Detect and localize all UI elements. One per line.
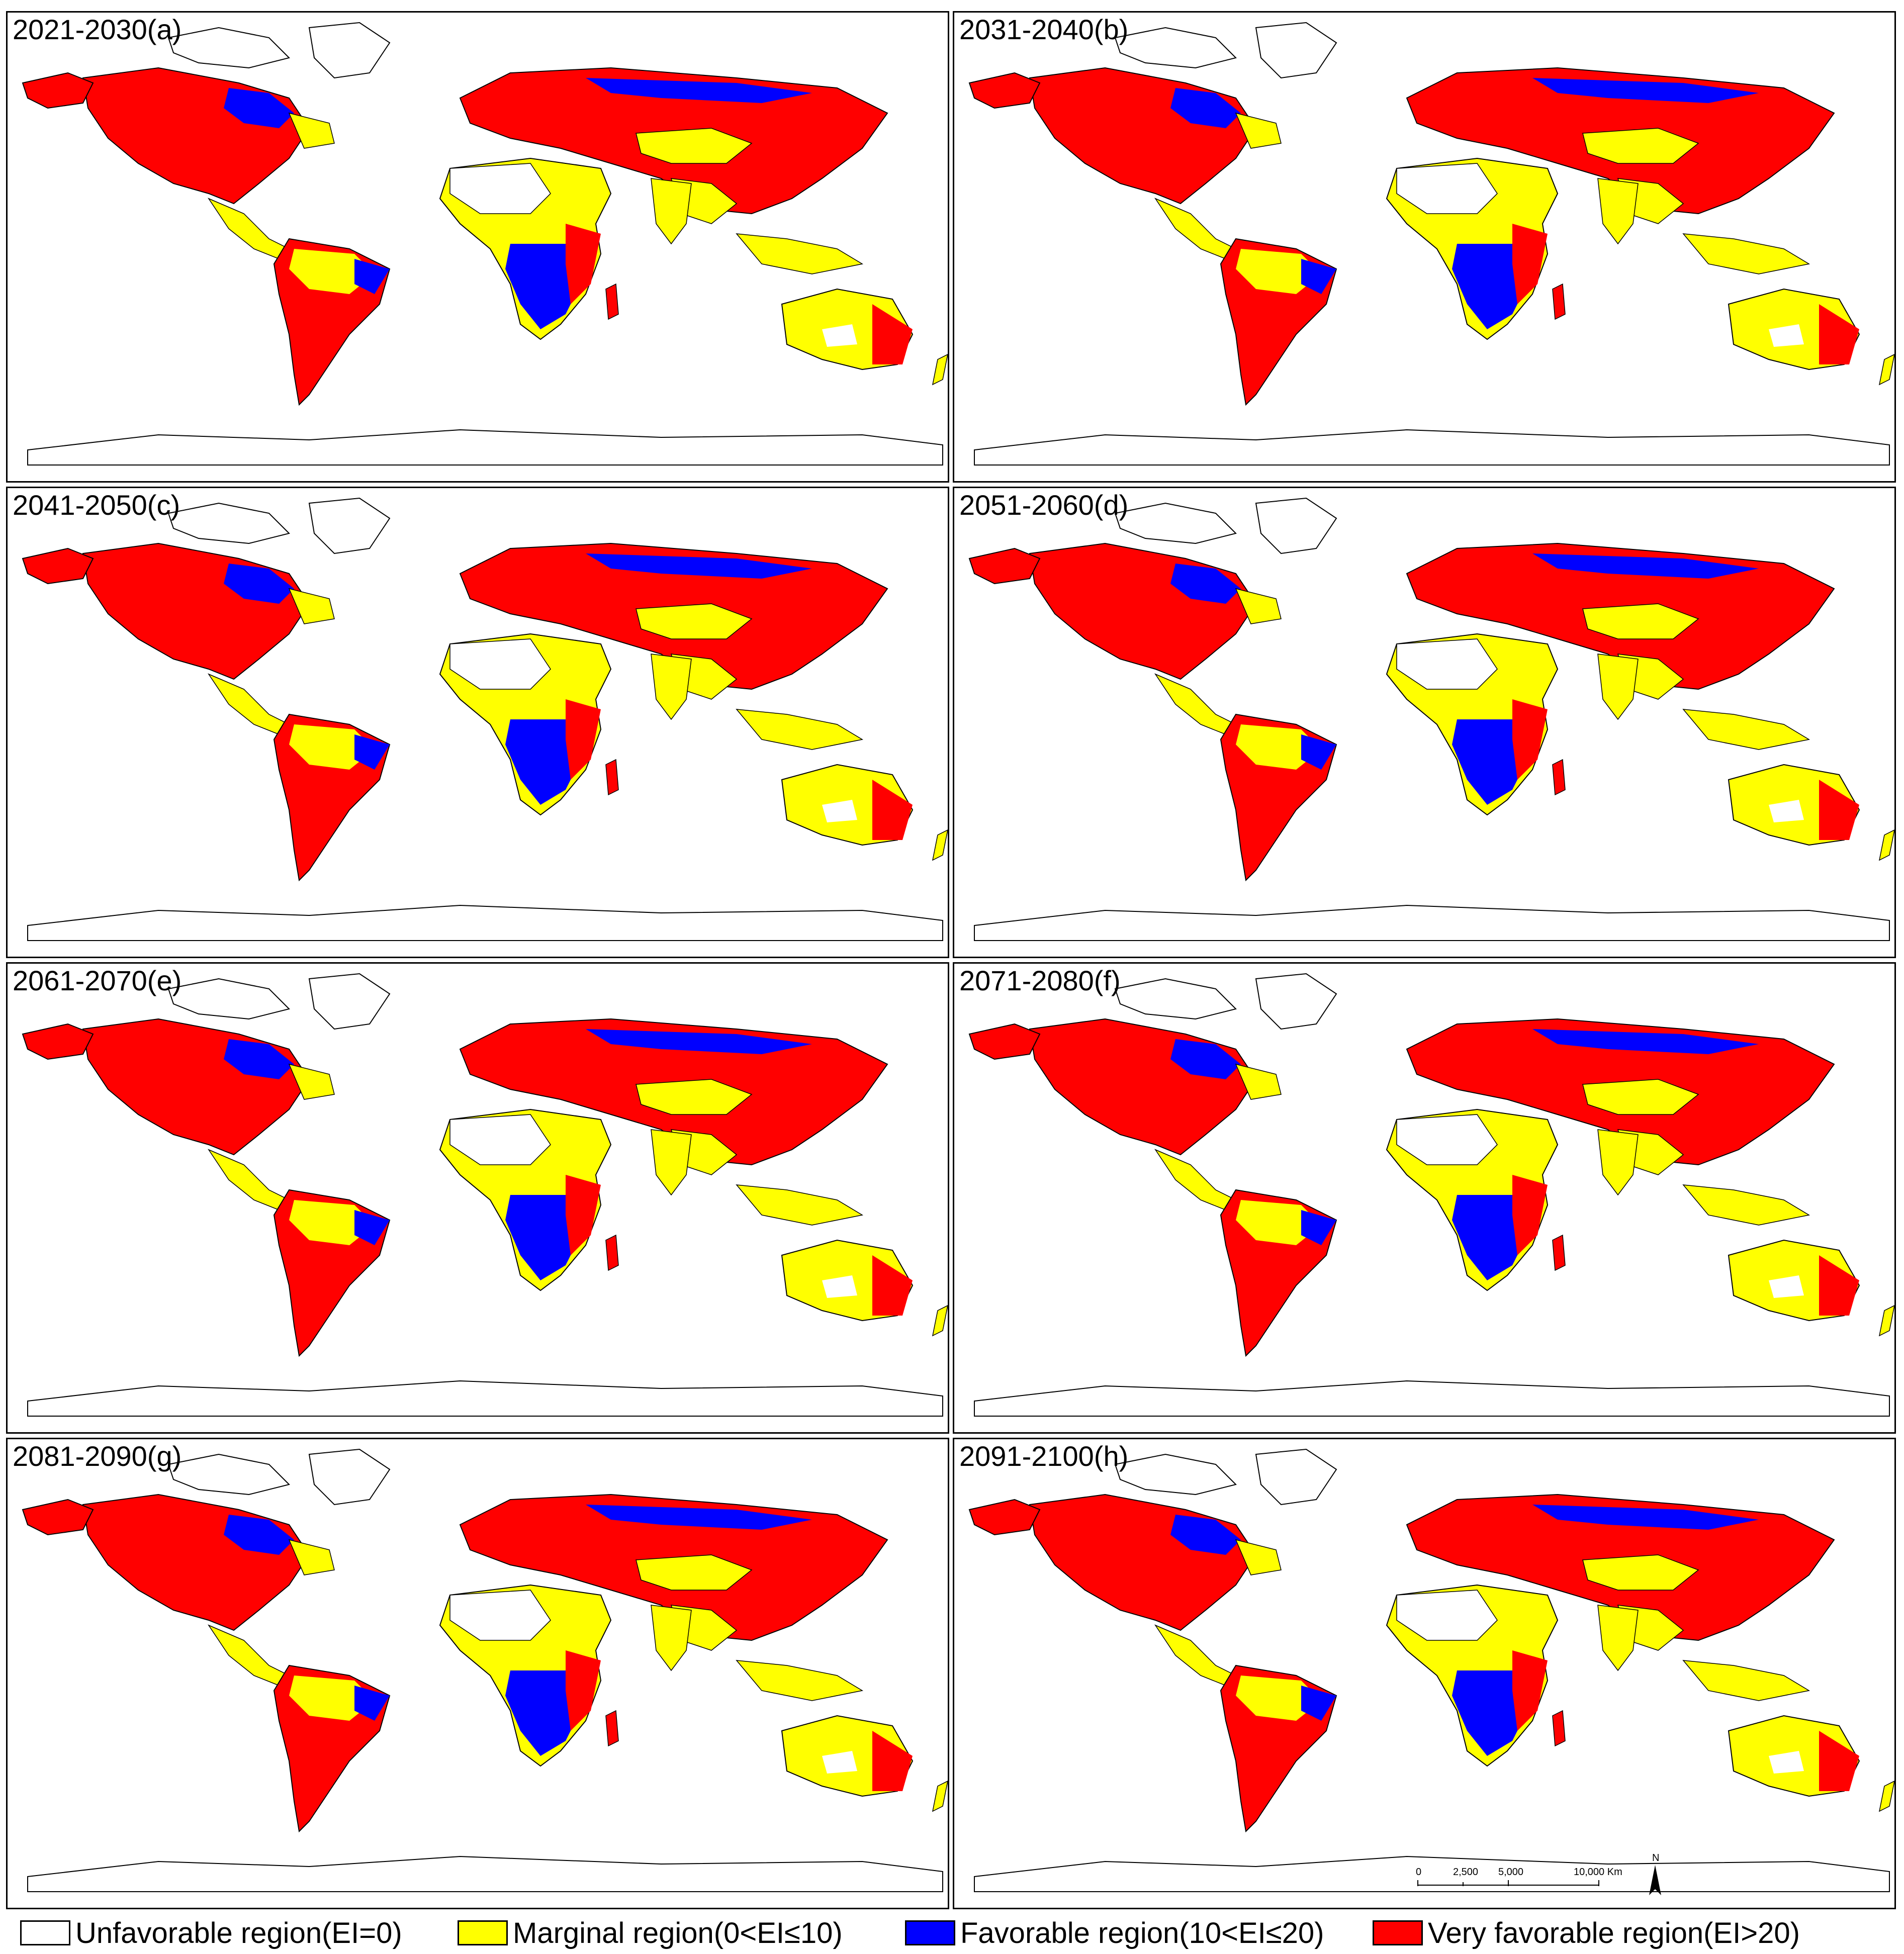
panel-title: 2021-2030(a) bbox=[13, 14, 182, 45]
scale-tick-10000: 10,000 Km bbox=[1574, 1867, 1622, 1878]
world-map bbox=[969, 22, 1894, 466]
map-panel-d: 2051-2060(d) bbox=[953, 487, 1896, 958]
legend-item-unfavorable: Unfavorable region(EI=0) bbox=[20, 1915, 402, 1950]
world-map bbox=[22, 22, 948, 466]
map-panel-c: 2041-2050(c) bbox=[6, 487, 949, 958]
panel-title: 2041-2050(c) bbox=[13, 489, 180, 521]
scale-tick-2500: 2,500 bbox=[1453, 1867, 1478, 1878]
panel-title: 2091-2100(h) bbox=[959, 1440, 1129, 1472]
legend-label: Favorable region(10<EI≤20) bbox=[960, 1916, 1324, 1949]
panel-title: 2031-2040(b) bbox=[959, 14, 1129, 45]
world-map bbox=[969, 498, 1894, 941]
legend-swatch bbox=[905, 1920, 955, 1945]
world-map bbox=[969, 973, 1894, 1417]
map-panel-a: 2021-2030(a) bbox=[6, 11, 949, 483]
world-map bbox=[22, 498, 948, 941]
legend-label: Marginal region(0<EI≤10) bbox=[513, 1916, 843, 1949]
world-map bbox=[969, 1449, 1894, 1892]
legend-label: Unfavorable region(EI=0) bbox=[75, 1916, 402, 1949]
legend-item-favorable: Favorable region(10<EI≤20) bbox=[905, 1915, 1324, 1950]
scale-tick-0: 0 bbox=[1416, 1867, 1421, 1878]
panel-title: 2081-2090(g) bbox=[13, 1440, 182, 1472]
map-panel-h: 2091-2100(h) bbox=[953, 1438, 1896, 1909]
legend-label: Very favorable region(EI>20) bbox=[1428, 1916, 1800, 1949]
legend-item-very-favorable: Very favorable region(EI>20) bbox=[1373, 1915, 1800, 1950]
legend: Unfavorable region(EI=0) Marginal region… bbox=[0, 1915, 1904, 1950]
panel-title: 2071-2080(f) bbox=[959, 965, 1121, 996]
panel-title: 2061-2070(e) bbox=[13, 965, 182, 996]
world-map bbox=[22, 1449, 948, 1892]
scale-tick-5000: 5,000 bbox=[1498, 1867, 1523, 1878]
map-panel-g: 2081-2090(g) bbox=[6, 1438, 949, 1909]
north-arrow-icon bbox=[1649, 1865, 1661, 1895]
north-label: N bbox=[1652, 1852, 1659, 1864]
legend-item-marginal: Marginal region(0<EI≤10) bbox=[458, 1915, 843, 1950]
world-map bbox=[22, 973, 948, 1417]
legend-swatch bbox=[458, 1920, 508, 1945]
panel-title: 2051-2060(d) bbox=[959, 489, 1129, 521]
legend-swatch bbox=[1373, 1920, 1423, 1945]
map-panel-f: 2071-2080(f) bbox=[953, 962, 1896, 1434]
scale-bar: 0 2,500 5,000 10,000 Km N bbox=[1416, 1852, 1661, 1895]
map-panel-e: 2061-2070(e) bbox=[6, 962, 949, 1434]
legend-swatch bbox=[20, 1920, 70, 1945]
map-panel-b: 2031-2040(b) bbox=[953, 11, 1896, 483]
